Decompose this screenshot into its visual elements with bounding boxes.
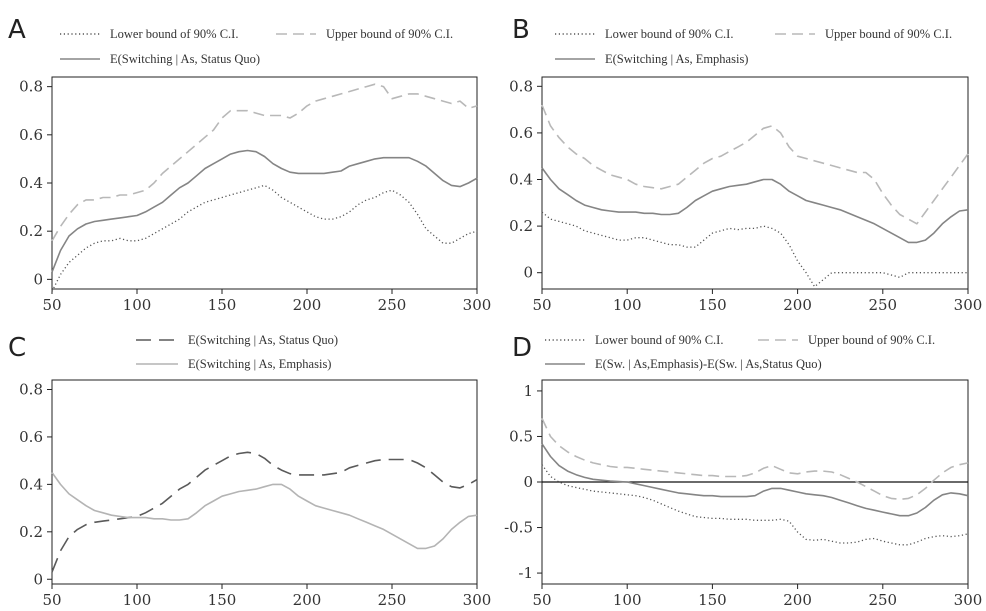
x-tick-label: 150 [698,296,727,314]
x-tick-label: 250 [378,296,407,314]
y-tick-label: 0.8 [509,77,533,95]
series-line-2 [51,83,478,242]
y-tick-label: 0.4 [19,475,43,493]
x-tick-label: 150 [208,591,237,609]
y-tick-label: 0.8 [19,78,43,96]
x-tick-label: 200 [293,296,322,314]
legend-label: Upper bound of 90% C.I. [326,27,453,41]
x-tick-label: 50 [42,591,61,609]
panel-label: C [8,333,26,363]
y-tick-label: -0.5 [504,519,533,537]
y-tick-label: 0 [33,270,43,288]
panel-d: D 50 100 150 200 250 300 -1 -0.5 0 0.5 1 Lower bound… [504,333,982,609]
y-tick-label: 0.2 [19,523,43,541]
legend-label: Lower bound of 90% C.I. [595,333,723,347]
x-tick-label: 200 [783,591,812,609]
panel-label: A [8,15,26,45]
series-line-1 [541,464,969,546]
y-tick-label: 0.5 [509,427,533,445]
x-tick-label: 250 [378,591,407,609]
y-tick-label: 0.2 [509,217,533,235]
y-tick-label: 0 [523,264,533,282]
x-tick-label: 150 [698,591,727,609]
y-tick-label: 0.6 [509,124,533,142]
y-tick-label: 0 [523,473,533,491]
y-tick-label: 1 [523,382,533,400]
x-tick-label: 200 [783,296,812,314]
y-tick-label: 0.4 [19,174,43,192]
y-tick-label: 0.6 [19,126,43,144]
panel-b: B 50 100 150 200 250 300 0 0.2 0.4 0.6 0.8 Lower bou… [509,15,982,314]
x-tick-label: 100 [613,591,642,609]
x-tick-label: 300 [954,591,983,609]
series-line-1 [51,451,478,573]
legend-label: E(Switching | As, Emphasis) [188,357,331,371]
x-tick-label: 100 [123,296,152,314]
y-tick-label: 0 [33,570,43,588]
legend-label: Lower bound of 90% C.I. [110,27,238,41]
y-tick-label: -1 [518,564,533,582]
panel-c: C 50 100 150 200 250 300 0 0.2 0.4 0.6 0.8 E(Switchi… [8,333,491,609]
series-line-3 [541,443,969,517]
y-tick-label: 0.2 [19,222,43,240]
x-tick-label: 50 [532,296,551,314]
x-tick-label: 100 [613,296,642,314]
y-tick-label: 0.4 [509,171,533,189]
series-line-2 [541,104,969,225]
legend-label: E(Switching | As, Status Quo) [110,52,260,66]
plot-frame [51,379,478,585]
legend-label: Upper bound of 90% C.I. [825,27,952,41]
panel-label: B [512,15,530,45]
x-tick-label: 200 [293,591,322,609]
panel-label: D [512,333,532,363]
legend-label: Upper bound of 90% C.I. [808,333,935,347]
x-tick-label: 300 [463,591,492,609]
legend-label: E(Sw. | As,Emphasis)-E(Sw. | As,Status Q… [595,357,822,371]
x-tick-label: 250 [868,591,897,609]
series-line-1 [51,184,478,292]
x-tick-label: 100 [123,591,152,609]
series-line-2 [51,472,478,550]
series-line-1 [541,211,968,288]
x-tick-label: 250 [868,296,897,314]
plot-frame [51,76,478,290]
x-tick-label: 50 [42,296,61,314]
x-tick-label: 300 [954,296,983,314]
panel-a: A 50 100 150 200 250 300 0 0.2 0.4 0.6 0.8 Lower bou… [8,15,491,314]
y-tick-label: 0.8 [19,380,43,398]
series-line-3 [51,149,478,273]
x-tick-label: 150 [208,296,237,314]
legend-label: Lower bound of 90% C.I. [605,27,733,41]
series-line-3 [541,167,969,244]
x-tick-label: 300 [463,296,492,314]
x-tick-label: 50 [532,591,551,609]
series-line-2 [541,417,969,501]
legend-label: E(Switching | As, Status Quo) [188,333,338,347]
y-tick-label: 0.6 [19,428,43,446]
plot-frame [541,76,969,290]
legend-label: E(Switching | As, Emphasis) [605,52,748,66]
